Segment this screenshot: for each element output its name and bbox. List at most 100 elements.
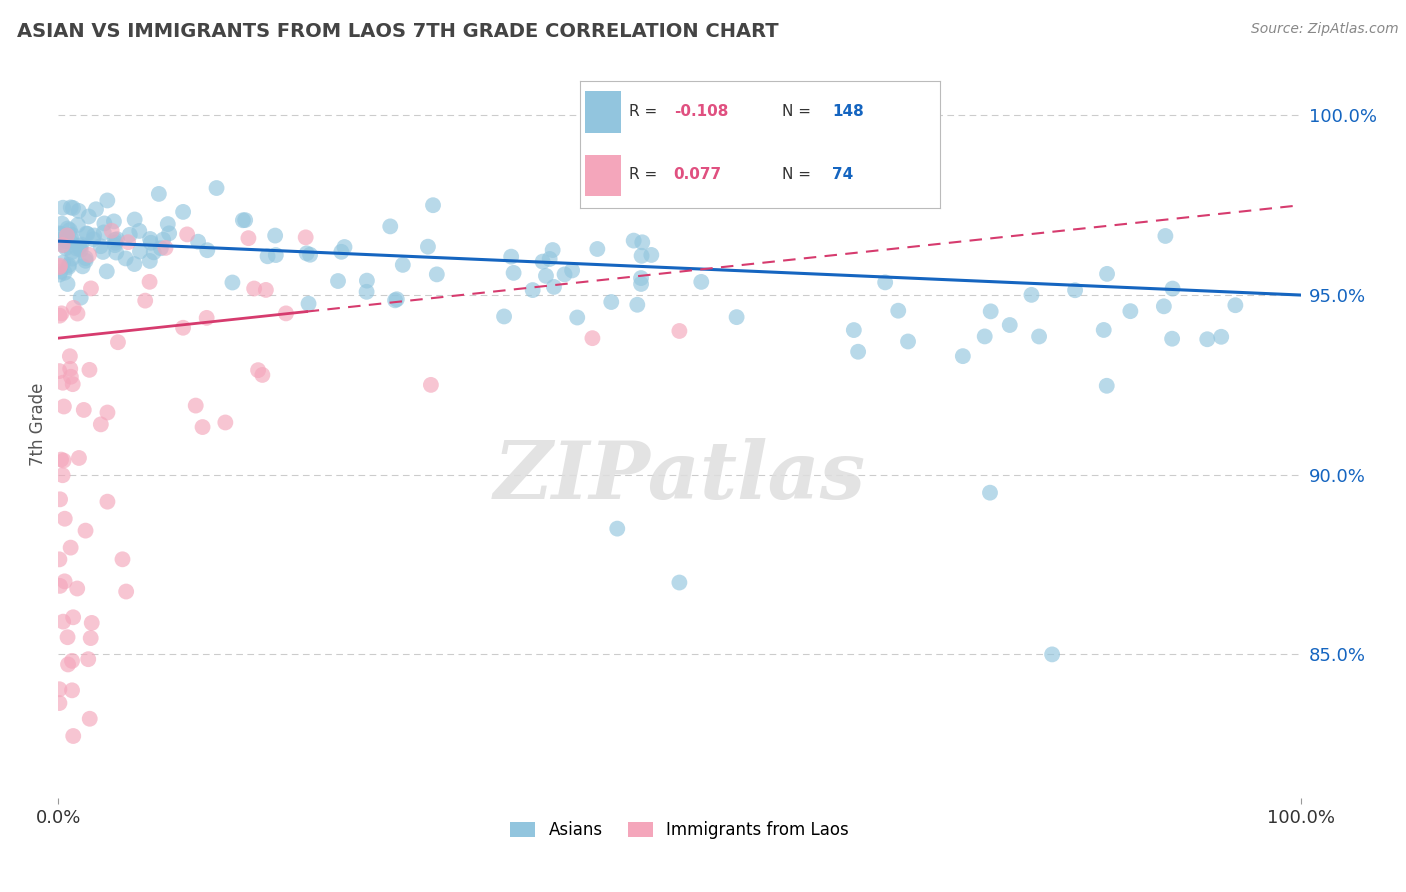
Point — [67, 203, 90, 218]
Point — [48, 309, 70, 323]
Point — [60, 252, 83, 266]
Point — [725, 310, 748, 325]
Point — [56, 277, 79, 291]
Point — [124, 257, 146, 271]
Point — [600, 295, 623, 310]
Point — [52, 453, 75, 467]
Point — [75, 253, 97, 268]
Point — [56, 657, 79, 672]
Point — [69, 291, 91, 305]
Point — [96, 194, 118, 208]
Point — [247, 363, 270, 377]
Point — [67, 450, 90, 465]
Point — [52, 201, 75, 215]
Point — [195, 310, 218, 325]
Point — [49, 265, 72, 279]
Point — [55, 241, 77, 255]
Point — [128, 224, 150, 238]
Point — [62, 377, 84, 392]
Point — [62, 610, 84, 624]
Point — [152, 233, 174, 247]
Point — [522, 283, 544, 297]
Point — [48, 260, 70, 275]
Point — [90, 417, 112, 432]
Point — [640, 248, 662, 262]
Point — [1197, 332, 1219, 346]
Point — [69, 243, 91, 257]
Point — [80, 281, 103, 295]
Point — [952, 349, 974, 363]
Point — [96, 405, 118, 419]
Point — [70, 237, 93, 252]
Point — [299, 248, 322, 262]
Point — [76, 227, 98, 241]
Point — [52, 468, 75, 483]
Point — [274, 306, 297, 320]
Point — [205, 181, 228, 195]
Point — [195, 244, 218, 258]
Point — [58, 258, 80, 272]
Point — [93, 226, 115, 240]
Point — [104, 238, 127, 252]
Point — [48, 696, 70, 710]
Point — [107, 335, 129, 350]
Point — [391, 258, 413, 272]
Point — [52, 238, 75, 252]
Point — [77, 210, 100, 224]
Point — [58, 260, 80, 274]
Point — [238, 231, 260, 245]
Point — [60, 227, 83, 242]
Point — [138, 275, 160, 289]
Point — [214, 416, 236, 430]
Point — [586, 242, 609, 256]
Point — [59, 369, 82, 384]
Point — [1154, 229, 1177, 244]
Point — [973, 329, 995, 343]
Point — [56, 228, 79, 243]
Point — [668, 575, 690, 590]
Point — [51, 306, 73, 320]
Point — [630, 249, 652, 263]
Point — [426, 268, 449, 282]
Point — [51, 217, 73, 231]
Text: ASIAN VS IMMIGRANTS FROM LAOS 7TH GRADE CORRELATION CHART: ASIAN VS IMMIGRANTS FROM LAOS 7TH GRADE … — [17, 22, 779, 41]
Point — [1119, 304, 1142, 318]
Point — [75, 524, 97, 538]
Point — [76, 227, 98, 241]
Point — [221, 276, 243, 290]
Point — [626, 298, 648, 312]
Point — [148, 186, 170, 201]
Point — [155, 241, 177, 255]
Point — [104, 235, 127, 250]
Point — [1064, 283, 1087, 297]
Point — [875, 276, 897, 290]
Point — [256, 249, 278, 263]
Point — [139, 235, 162, 250]
Point — [72, 260, 94, 274]
Legend: Asians, Immigrants from Laos: Asians, Immigrants from Laos — [503, 814, 855, 846]
Point — [630, 271, 652, 285]
Point — [243, 281, 266, 295]
Point — [554, 268, 576, 282]
Point — [264, 248, 287, 262]
Point — [62, 201, 84, 215]
Point — [66, 582, 89, 596]
Point — [105, 232, 128, 246]
Point — [846, 344, 869, 359]
Point — [48, 227, 70, 241]
Point — [1092, 323, 1115, 337]
Point — [690, 275, 713, 289]
Point — [60, 245, 83, 260]
Point — [191, 420, 214, 434]
Point — [73, 403, 96, 417]
Point — [1021, 288, 1043, 302]
Point — [172, 205, 194, 219]
Point — [48, 364, 70, 378]
Point — [48, 682, 70, 697]
Point — [49, 235, 72, 249]
Point — [501, 250, 523, 264]
Point — [62, 729, 84, 743]
Point — [541, 243, 564, 257]
Point — [52, 255, 75, 269]
Point — [118, 227, 141, 242]
